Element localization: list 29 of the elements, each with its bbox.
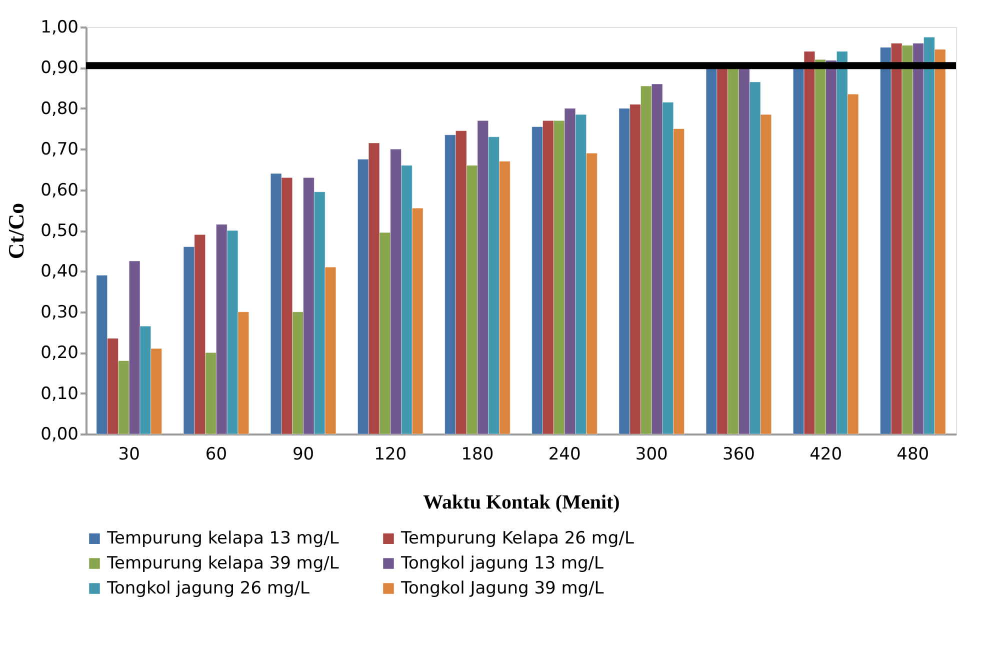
legend-label: Tempurung Kelapa 26 mg/L	[400, 528, 634, 549]
x-tick-label: 420	[810, 444, 842, 464]
y-tick-label: 0,50	[40, 221, 78, 241]
x-tick-label: 90	[292, 444, 314, 464]
x-tick-label: 120	[374, 444, 407, 464]
legend-label: Tempurung kelapa 39 mg/L	[106, 554, 340, 574]
y-tick-label: 0,40	[40, 262, 78, 282]
y-tick-label: 0,80	[40, 98, 78, 119]
x-tick-label: 30	[118, 444, 140, 464]
legend-label: Tempurung kelapa 13 mg/L	[106, 528, 340, 549]
x-tick-label: 480	[896, 444, 930, 464]
x-tick-label: 60	[205, 444, 228, 464]
y-tick-label: 0,60	[40, 180, 78, 200]
legend-label: Tongkol Jagung 39 mg/L	[400, 578, 604, 598]
y-tick-label: 1,00	[40, 18, 78, 38]
y-tick-label: 0,10	[40, 384, 78, 404]
y-tick-label: 0,20	[40, 343, 78, 364]
legend-label: Tongkol jagung 13 mg/L	[400, 554, 604, 574]
y-tick-label: 0,30	[40, 302, 78, 322]
y-tick-label: 0,70	[40, 140, 78, 160]
x-tick-label: 300	[635, 444, 668, 464]
x-tick-label: 240	[548, 444, 581, 464]
x-axis-title: Waktu Kontak (Menit)	[423, 492, 620, 514]
x-tick-label: 360	[722, 444, 755, 464]
x-tick-label: 180	[461, 444, 494, 464]
y-axis-title: Ct/Co	[4, 202, 29, 260]
y-tick-label: 0,00	[40, 424, 78, 444]
y-tick-label: 0,90	[40, 58, 78, 78]
legend-label: Tongkol jagung 26 mg/L	[106, 578, 310, 598]
